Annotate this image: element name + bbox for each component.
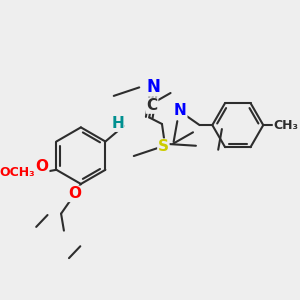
Text: N: N — [174, 103, 187, 118]
Text: C: C — [146, 98, 158, 113]
Text: S: S — [158, 139, 169, 154]
Text: O: O — [36, 159, 49, 174]
Text: CH₃: CH₃ — [273, 118, 298, 132]
Text: H: H — [111, 116, 124, 131]
Text: O: O — [68, 186, 81, 201]
Text: N: N — [146, 78, 161, 96]
Text: OCH₃: OCH₃ — [0, 166, 35, 179]
